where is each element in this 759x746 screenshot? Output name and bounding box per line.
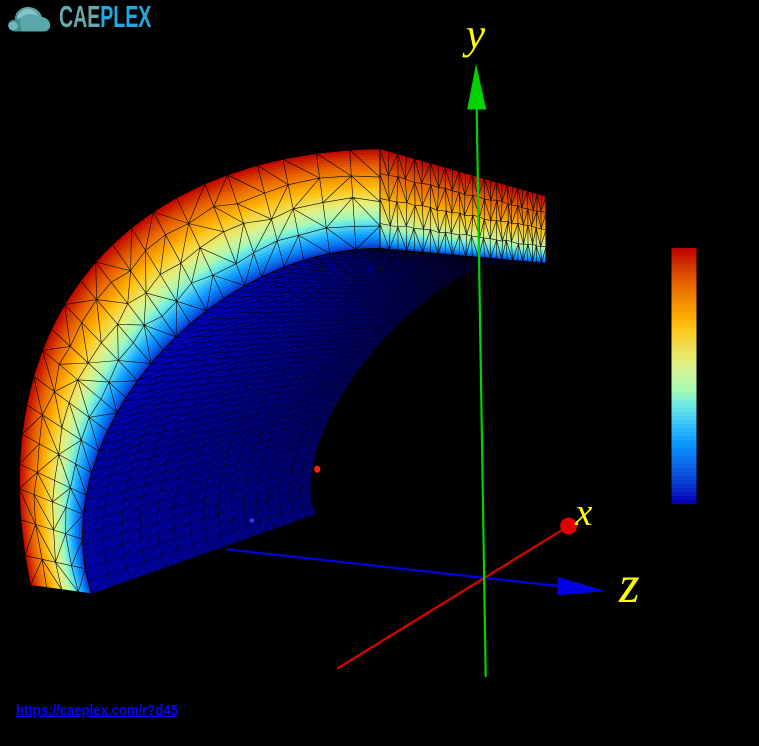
svg-text:y: y: [462, 11, 486, 58]
svg-text:z: z: [618, 556, 640, 614]
svg-text:x: x: [574, 491, 593, 534]
